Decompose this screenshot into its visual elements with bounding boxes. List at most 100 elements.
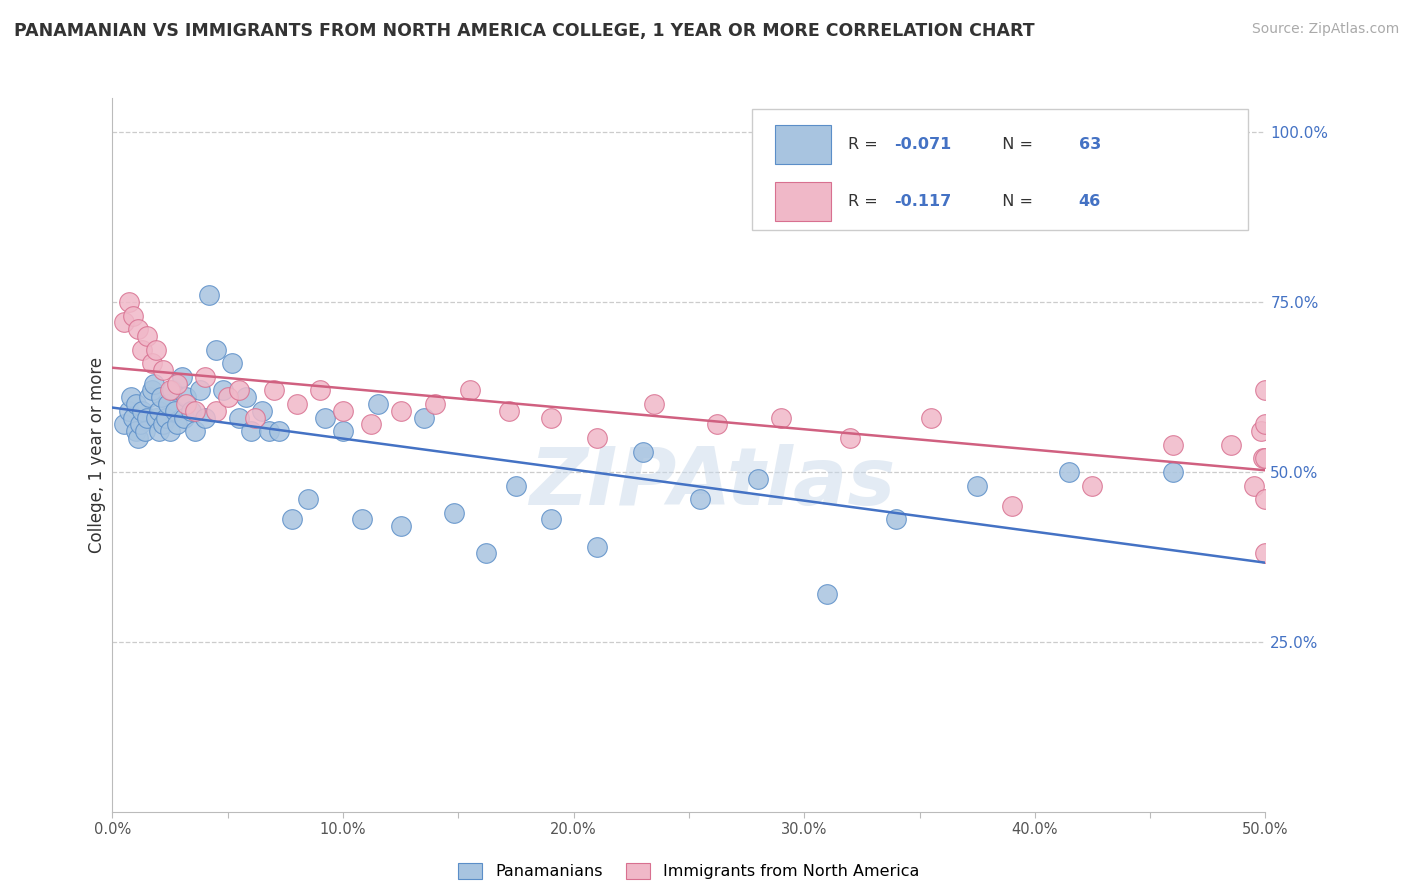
Point — [166, 417, 188, 432]
Point — [585, 431, 607, 445]
Point — [143, 376, 166, 391]
Point — [540, 410, 562, 425]
Point — [166, 376, 188, 391]
Point — [1254, 546, 1277, 560]
Point — [389, 519, 412, 533]
Point — [389, 403, 412, 417]
Point — [689, 492, 711, 507]
Point — [920, 410, 942, 425]
FancyBboxPatch shape — [776, 125, 831, 164]
Point — [314, 410, 336, 425]
Point — [643, 397, 665, 411]
Point — [188, 384, 211, 398]
Point — [174, 397, 197, 411]
FancyBboxPatch shape — [776, 182, 831, 221]
Point — [631, 444, 654, 458]
Point — [297, 492, 319, 507]
Point — [112, 417, 135, 432]
Point — [1251, 451, 1274, 466]
Point — [141, 356, 163, 370]
Point — [498, 403, 520, 417]
Point — [124, 424, 146, 438]
Point — [412, 410, 434, 425]
Point — [174, 390, 197, 404]
Point — [1254, 451, 1277, 466]
Point — [458, 384, 481, 398]
Point — [194, 410, 217, 425]
Point — [1161, 465, 1184, 479]
Point — [706, 417, 728, 432]
Point — [124, 397, 146, 411]
Point — [332, 403, 354, 417]
Text: 63: 63 — [1078, 136, 1101, 152]
Point — [159, 384, 181, 398]
Point — [425, 397, 447, 411]
Point — [252, 403, 274, 417]
Point — [112, 315, 135, 329]
Point — [156, 397, 179, 411]
Point — [267, 424, 290, 438]
Point — [360, 417, 382, 432]
Point — [120, 390, 142, 404]
Text: PANAMANIAN VS IMMIGRANTS FROM NORTH AMERICA COLLEGE, 1 YEAR OR MORE CORRELATION : PANAMANIAN VS IMMIGRANTS FROM NORTH AMER… — [14, 22, 1035, 40]
Point — [332, 424, 354, 438]
Point — [136, 410, 159, 425]
Text: R =: R = — [848, 194, 883, 209]
Point — [350, 512, 373, 526]
Text: N =: N = — [993, 194, 1038, 209]
Point — [966, 478, 988, 492]
Point — [117, 295, 139, 310]
Point — [212, 384, 235, 398]
Point — [585, 540, 607, 554]
Point — [1059, 465, 1081, 479]
Point — [1161, 438, 1184, 452]
Y-axis label: College, 1 year or more: College, 1 year or more — [87, 357, 105, 553]
Text: R =: R = — [848, 136, 883, 152]
Point — [152, 363, 174, 377]
Point — [129, 417, 152, 432]
Text: 46: 46 — [1078, 194, 1101, 209]
Point — [170, 369, 193, 384]
Point — [117, 403, 139, 417]
Point — [1081, 478, 1104, 492]
Point — [162, 384, 184, 398]
Point — [886, 512, 908, 526]
Point — [163, 403, 186, 417]
Text: N =: N = — [993, 136, 1038, 152]
Point — [1243, 478, 1265, 492]
Point — [138, 390, 160, 404]
Point — [205, 403, 228, 417]
Point — [131, 343, 153, 357]
Point — [475, 546, 498, 560]
Point — [228, 384, 250, 398]
Point — [145, 343, 167, 357]
Point — [235, 390, 257, 404]
Point — [205, 343, 228, 357]
Point — [173, 410, 195, 425]
Point — [839, 431, 862, 445]
Point — [770, 410, 793, 425]
Point — [136, 329, 159, 343]
Point — [127, 322, 149, 336]
Point — [184, 403, 207, 417]
Point — [281, 512, 304, 526]
Point — [155, 410, 177, 425]
Point — [149, 390, 172, 404]
Point — [148, 424, 170, 438]
Point — [194, 369, 217, 384]
Point — [1001, 499, 1024, 513]
Point — [1254, 417, 1277, 432]
Point — [180, 403, 202, 417]
Point — [285, 397, 308, 411]
Point — [1254, 384, 1277, 398]
Point — [141, 384, 163, 398]
Legend: Panamanians, Immigrants from North America: Panamanians, Immigrants from North Ameri… — [451, 856, 927, 886]
Point — [259, 424, 281, 438]
Point — [131, 403, 153, 417]
Point — [815, 587, 838, 601]
Text: Source: ZipAtlas.com: Source: ZipAtlas.com — [1251, 22, 1399, 37]
Point — [263, 384, 285, 398]
FancyBboxPatch shape — [752, 109, 1249, 230]
Point — [309, 384, 332, 398]
Point — [122, 309, 145, 323]
